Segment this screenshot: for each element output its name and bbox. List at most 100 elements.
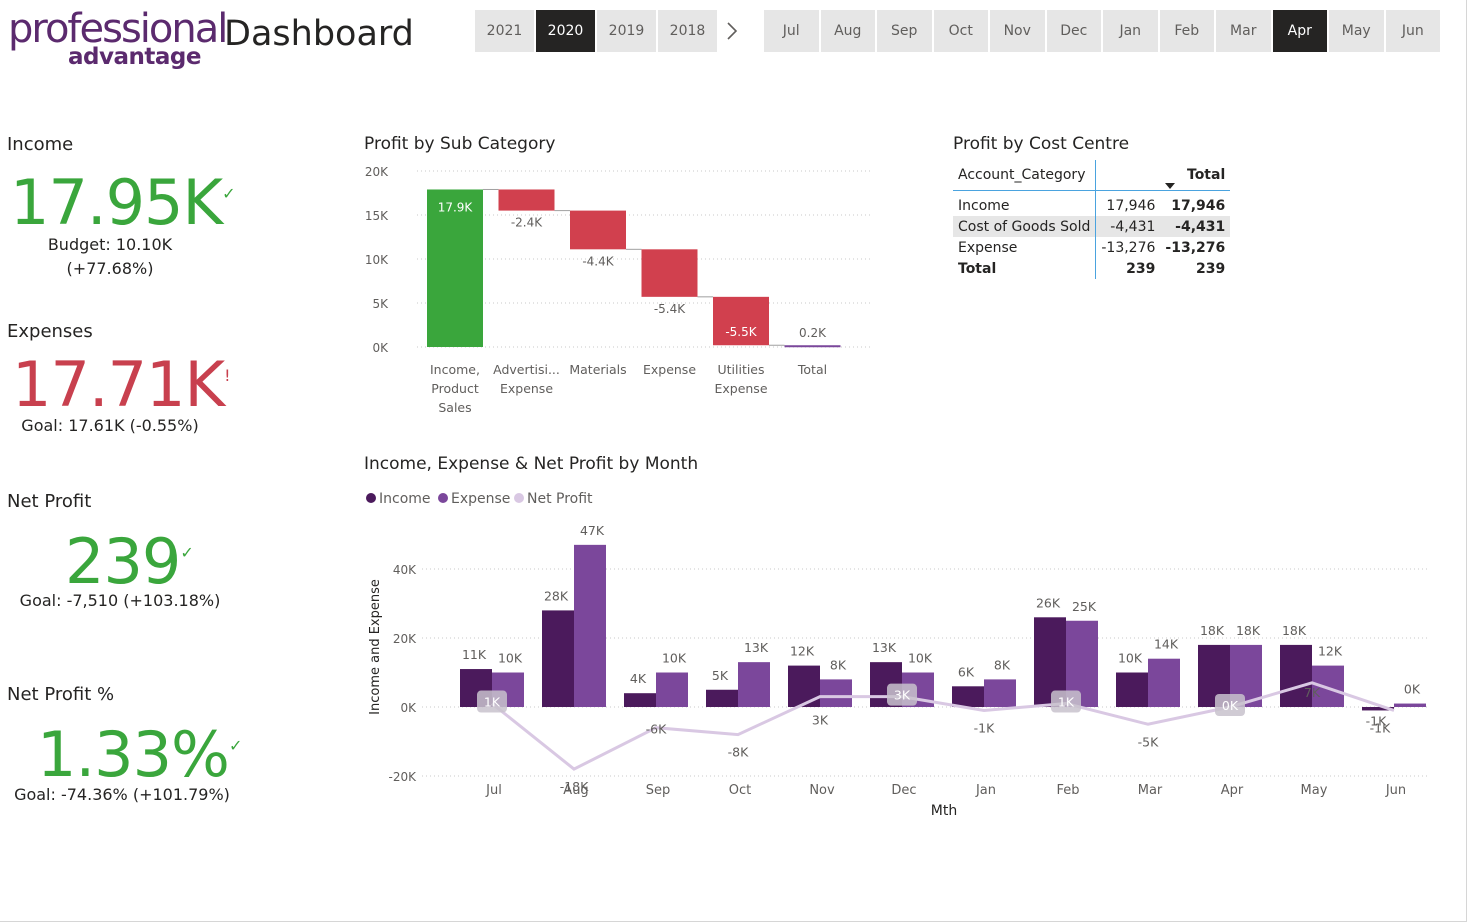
- bar-income: [542, 610, 574, 707]
- waterfall-chart[interactable]: 20K 15K 10K 5K 0K 17.9K Income, Product Sales -2.…: [362, 160, 882, 422]
- expenses-kpi-value: 17.71K!: [12, 354, 231, 416]
- y-tick-label: 15K: [365, 209, 389, 223]
- year-button-2[interactable]: 2019: [597, 10, 656, 52]
- income-variance-text: (+77.68%): [66, 259, 154, 278]
- month-button-2[interactable]: Sep: [877, 10, 932, 52]
- bar-data-label: 8K: [830, 657, 847, 672]
- matrix-cell: -13,276: [1095, 237, 1161, 258]
- bar-income: [1362, 707, 1394, 711]
- month-button-7[interactable]: Feb: [1159, 10, 1214, 52]
- bar-data-label: 5K: [712, 668, 729, 683]
- waterfall-title: Profit by Sub Category: [364, 134, 556, 154]
- matrix-total-row-label: Total: [958, 260, 997, 277]
- x-category-label: Expense: [500, 381, 553, 396]
- year-slicer: 2021 2020 2019 2018: [475, 10, 719, 52]
- matrix-header-total[interactable]: Total: [1160, 160, 1231, 191]
- month-button-11[interactable]: Jun: [1385, 10, 1440, 52]
- bar-data-label: 47K: [580, 523, 605, 538]
- year-button-1[interactable]: 2020: [536, 10, 595, 52]
- year-button-3[interactable]: 2018: [658, 10, 717, 52]
- month-button-1[interactable]: Aug: [820, 10, 875, 52]
- bar-income: [952, 686, 984, 707]
- expenses-value-text: 17.71K: [12, 348, 225, 421]
- bar-income: [706, 689, 738, 707]
- net-profit-data-label: 3K: [812, 713, 829, 728]
- y-tick-label: 10K: [365, 253, 389, 267]
- bar-data-label: 14K: [1154, 637, 1179, 652]
- x-category-label: Nov: [809, 783, 835, 798]
- net-profit-data-label: -5K: [1138, 734, 1159, 749]
- bar-expense: [1148, 658, 1180, 707]
- matrix-cell: -4,431: [1095, 216, 1161, 237]
- matrix-grand-total-cell: 239: [1196, 260, 1226, 277]
- x-category-label: Mar: [1138, 783, 1163, 798]
- month-button-6[interactable]: Jan: [1103, 10, 1158, 52]
- bar-data-label: 6K: [958, 664, 975, 679]
- profit-matrix[interactable]: Account_Category Total Income 17,946 17,…: [953, 160, 1231, 279]
- x-category-label: Materials: [569, 362, 626, 377]
- month-button-4[interactable]: Nov: [990, 10, 1045, 52]
- bar-data-label: 0K: [1404, 682, 1421, 697]
- month-slicer: Jul Aug Sep Oct Nov Dec Jan Feb Mar Apr …: [764, 10, 1442, 52]
- sort-down-icon: [1165, 183, 1176, 189]
- waterfall-data-label: -5.5K: [725, 325, 757, 339]
- chevron-right-icon[interactable]: [724, 20, 740, 42]
- net-profit-data-label: 3K: [894, 688, 911, 703]
- expenses-kpi-goal: Goal: 17.61K (-0.55%): [21, 416, 199, 435]
- matrix-header-category[interactable]: Account_Category: [953, 160, 1096, 191]
- bar-data-label: 12K: [790, 644, 815, 659]
- month-button-9[interactable]: Apr: [1272, 10, 1327, 52]
- net-profit-data-label: 1K: [484, 695, 501, 710]
- y-tick-label: -20K: [389, 770, 418, 784]
- month-button-8[interactable]: Mar: [1216, 10, 1271, 52]
- bar-expense: [1394, 703, 1426, 707]
- waterfall-bar: [498, 189, 555, 211]
- legend-label: Income: [379, 491, 431, 507]
- bar-data-label: 18K: [1236, 623, 1261, 638]
- month-button-3[interactable]: Oct: [933, 10, 988, 52]
- net-profit-kpi-label: Net Profit: [7, 491, 92, 512]
- bar-income: [1280, 644, 1312, 707]
- page-title: Dashboard: [224, 14, 414, 54]
- y-tick-label: 40K: [393, 563, 417, 577]
- bar-data-label: 13K: [872, 640, 897, 655]
- bar-expense: [738, 662, 770, 707]
- bar-expense: [820, 679, 852, 707]
- year-button-0[interactable]: 2021: [475, 10, 534, 52]
- x-category-label: Oct: [729, 783, 751, 798]
- bar-data-label: 28K: [544, 588, 569, 603]
- net-profit-data-label: -1K: [1370, 720, 1391, 735]
- month-button-0[interactable]: Jul: [764, 10, 819, 52]
- check-icon: ✓: [222, 184, 235, 203]
- matrix-row-label: Expense: [958, 239, 1018, 256]
- net-profit-kpi-value: 239✓: [65, 531, 194, 593]
- income-budget-text: Budget: 10.10K: [47, 235, 173, 254]
- bar-data-label: 12K: [1318, 644, 1343, 659]
- net-profit-label-box: [1215, 694, 1245, 716]
- matrix-cell: 17,946: [1095, 190, 1161, 216]
- x-category-label: Dec: [891, 783, 916, 798]
- x-category-label: Utilities: [717, 362, 764, 377]
- x-category-label: Jun: [1385, 783, 1406, 798]
- y-tick-label: 20K: [393, 632, 417, 646]
- combo-chart[interactable]: Income Expense Net Profit 40K 20K 0K -20K Incom…: [362, 484, 1442, 824]
- month-button-5[interactable]: Dec: [1046, 10, 1101, 52]
- bar-income: [1116, 672, 1148, 707]
- income-value-text: 17.95K: [10, 166, 223, 239]
- waterfall-bar: [641, 249, 698, 297]
- legend-label: Net Profit: [527, 491, 593, 507]
- net-profit-pct-kpi-goal: Goal: -74.36% (+101.79%): [14, 785, 230, 804]
- month-button-10[interactable]: May: [1329, 10, 1384, 52]
- waterfall-data-label: 17.9K: [438, 200, 474, 214]
- x-category-label: Jan: [975, 783, 996, 798]
- net-profit-value-text: 239: [65, 525, 181, 598]
- net-profit-data-label: -1K: [974, 720, 995, 735]
- matrix-total-cell: -13,276: [1165, 239, 1226, 256]
- expenses-kpi-label: Expenses: [7, 321, 93, 342]
- matrix-row-label: Cost of Goods Sold: [958, 218, 1091, 235]
- x-category-label: Aug: [563, 783, 588, 798]
- check-icon: ✓: [228, 736, 242, 755]
- net-profit-data-label: -6K: [646, 722, 667, 737]
- y-tick-label: 20K: [365, 165, 389, 179]
